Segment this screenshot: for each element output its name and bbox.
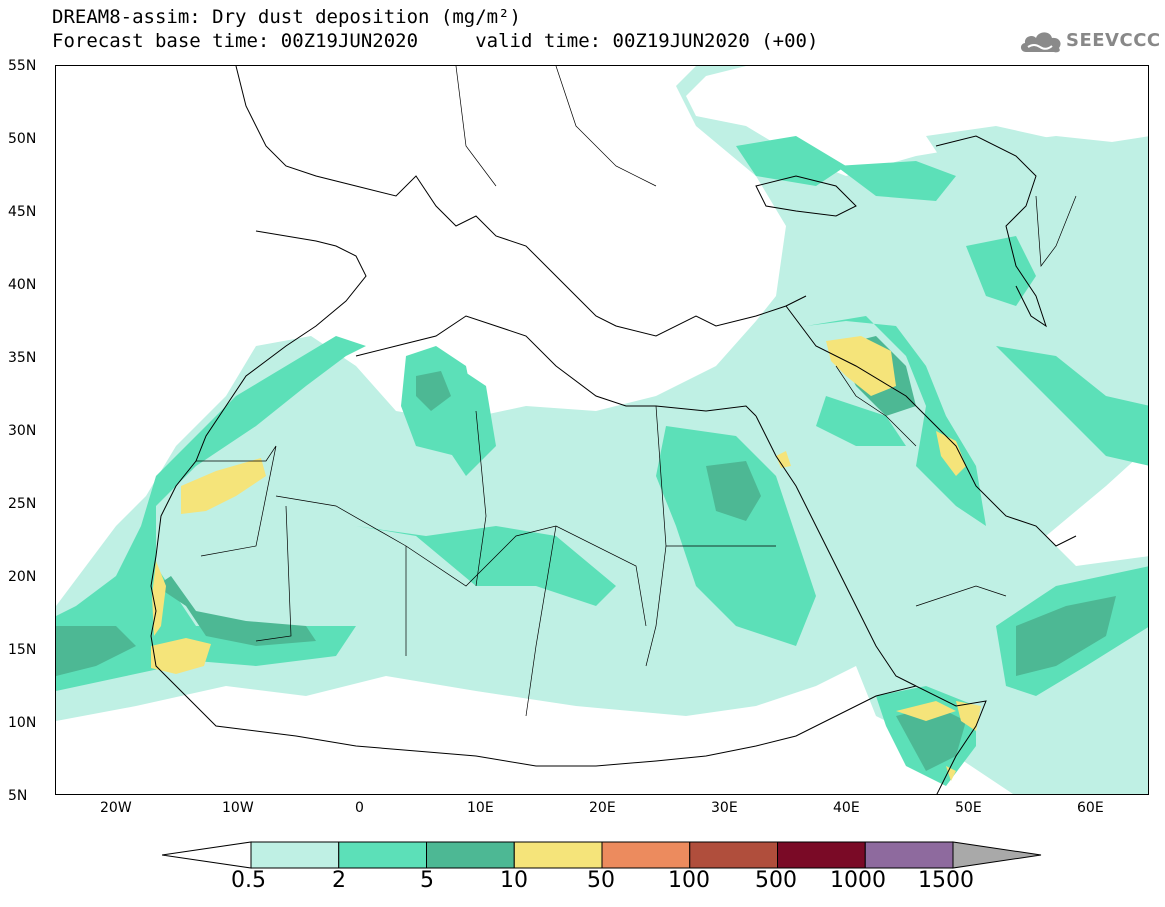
lat-label-5n: 5N	[8, 788, 28, 804]
colorbar-label-1000: 1000	[830, 868, 886, 893]
colorbar-label-0.5: 0.5	[231, 868, 266, 893]
lat-label-10n: 10N	[8, 715, 37, 731]
colorbar-box-1000	[864, 841, 954, 869]
lon-label-50e: 50E	[955, 800, 982, 816]
colorbar-box-50	[601, 841, 691, 869]
lat-label-30n: 30N	[8, 423, 37, 439]
colorbar	[162, 841, 1042, 869]
somalia-hotspot	[896, 701, 956, 721]
colorbar-label-50: 50	[587, 868, 615, 893]
lon-label-10w: 10W	[222, 800, 254, 816]
lon-label-30e: 30E	[711, 800, 738, 816]
deposition-level-0.5	[56, 66, 1148, 794]
lat-label-20n: 20N	[8, 569, 37, 585]
colorbar-over-triangle	[952, 841, 1042, 869]
lon-label-60e: 60E	[1077, 800, 1104, 816]
lat-label-15n: 15N	[8, 642, 37, 658]
colorbar-box-0.5	[250, 841, 340, 869]
colorbar-label-2: 2	[332, 868, 346, 893]
kuwait-hotspot	[936, 431, 966, 476]
mauritania-hotspot	[181, 458, 266, 514]
cloud-logo-icon	[1020, 32, 1061, 53]
colorbar-box-10	[513, 841, 603, 869]
senegal-hotspot	[151, 638, 211, 674]
colorbar-box-100	[689, 841, 778, 869]
seevccc-logo: SEEVCCC	[1018, 24, 1161, 60]
colorbar-label-5: 5	[420, 868, 434, 893]
colorbar-box-5	[426, 841, 515, 869]
dust-deposition-map[interactable]	[55, 65, 1149, 795]
forecast-time-line: Forecast base time: 00Z19JUN2020 valid t…	[52, 30, 819, 52]
lat-label-55n: 55N	[8, 58, 37, 74]
iraq-hotspot	[826, 336, 896, 396]
lat-label-50n: 50N	[8, 131, 37, 147]
colorbar-label-500: 500	[755, 868, 797, 893]
coastlines	[150, 66, 1077, 794]
colorbar-label-10: 10	[500, 868, 528, 893]
colorbar-box-500	[777, 841, 866, 869]
lon-label-40e: 40E	[833, 800, 860, 816]
deposition-level-10	[151, 336, 981, 781]
lon-label-20e: 20E	[589, 800, 616, 816]
colorbar-under-triangle	[162, 841, 252, 869]
lon-label-0: 0	[355, 800, 364, 816]
map-title: DREAM8-assim: Dry dust deposition (mg/m²…	[52, 6, 521, 28]
lat-label-35n: 35N	[8, 350, 37, 366]
colorbar-label-1500: 1500	[918, 868, 974, 893]
lat-label-40n: 40N	[8, 277, 37, 293]
colorbar-label-100: 100	[668, 868, 710, 893]
lon-label-20w: 20W	[100, 800, 132, 816]
map-canvas	[56, 66, 1148, 794]
lat-label-45n: 45N	[8, 204, 37, 220]
logo-text: SEEVCCC	[1066, 30, 1161, 51]
lon-label-10e: 10E	[467, 800, 494, 816]
colorbar-box-2	[338, 841, 427, 869]
lat-label-25n: 25N	[8, 496, 37, 512]
country-borders	[196, 66, 1077, 717]
